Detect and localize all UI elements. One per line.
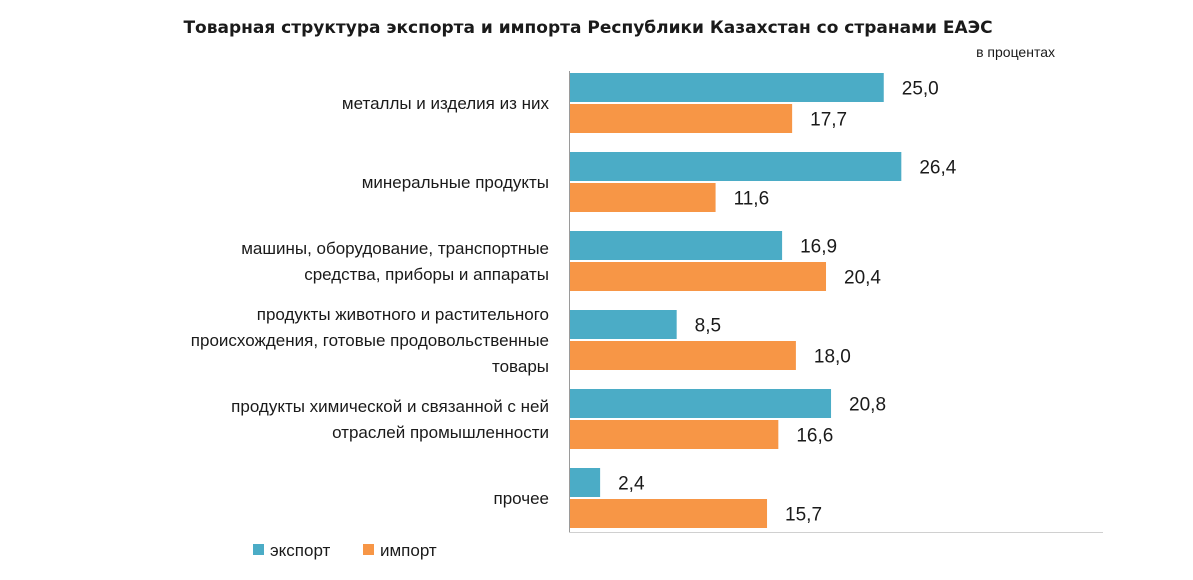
chart-subtitle: в процентах: [976, 44, 1055, 60]
category-label-3-line-2: товары: [492, 357, 549, 376]
category-label-2-line-1: средства, приборы и аппараты: [304, 265, 549, 284]
bar-импорт-1: [570, 183, 716, 212]
legend-swatch-импорт: [363, 544, 374, 555]
bar-импорт-5: [570, 499, 768, 528]
legend: экспорт импорт: [253, 541, 437, 560]
category-label-4-line-0: продукты химической и связанной с ней: [231, 397, 549, 416]
data-label-экспорт-3: 8,5: [695, 316, 721, 337]
bar-экспорт-3: [570, 310, 677, 339]
bar-экспорт-2: [570, 231, 783, 260]
data-label-экспорт-0: 25,0: [902, 79, 939, 100]
category-label-3-line-0: продукты животного и растительного: [257, 305, 549, 324]
data-label-импорт-0: 17,7: [810, 110, 847, 131]
category-label-0-line-0: металлы и изделия из них: [342, 94, 550, 113]
legend-label-импорт: импорт: [380, 541, 437, 560]
category-labels-group: металлы и изделия из них минеральные прод…: [191, 94, 550, 508]
data-label-экспорт-5: 2,4: [618, 474, 645, 495]
bar-экспорт-5: [570, 468, 601, 497]
category-label-5-line-0: прочее: [493, 489, 549, 508]
bar-импорт-3: [570, 341, 796, 370]
category-label-2-line-0: машины, оборудование, транспортные: [241, 239, 549, 258]
data-label-импорт-4: 16,6: [796, 426, 833, 447]
bar-экспорт-1: [570, 152, 902, 181]
data-label-экспорт-4: 20,8: [849, 395, 886, 416]
category-label-4-line-1: отраслей промышленности: [332, 423, 549, 442]
legend-label-экспорт: экспорт: [270, 541, 331, 560]
data-label-импорт-1: 11,6: [734, 189, 770, 210]
data-label-импорт-2: 20,4: [844, 268, 881, 289]
category-label-1-line-0: минеральные продукты: [362, 173, 549, 192]
bar-импорт-0: [570, 104, 793, 133]
bar-импорт-4: [570, 420, 779, 449]
data-label-экспорт-2: 16,9: [800, 237, 837, 258]
data-label-экспорт-1: 26,4: [919, 158, 956, 179]
category-label-3-line-1: происхождения, готовые продовольственные: [191, 331, 549, 350]
bars-group: 25,0 17,7 26,4 11,6 16,9 20,4 8,5 18,0 20,8 16,6 2…: [570, 73, 957, 528]
data-label-импорт-5: 15,7: [785, 505, 822, 526]
bar-импорт-2: [570, 262, 827, 291]
legend-swatch-экспорт: [253, 544, 264, 555]
bar-экспорт-0: [570, 73, 884, 102]
bar-экспорт-4: [570, 389, 832, 418]
data-label-импорт-3: 18,0: [814, 347, 851, 368]
chart-title: Товарная структура экспорта и импорта Ре…: [183, 18, 992, 38]
